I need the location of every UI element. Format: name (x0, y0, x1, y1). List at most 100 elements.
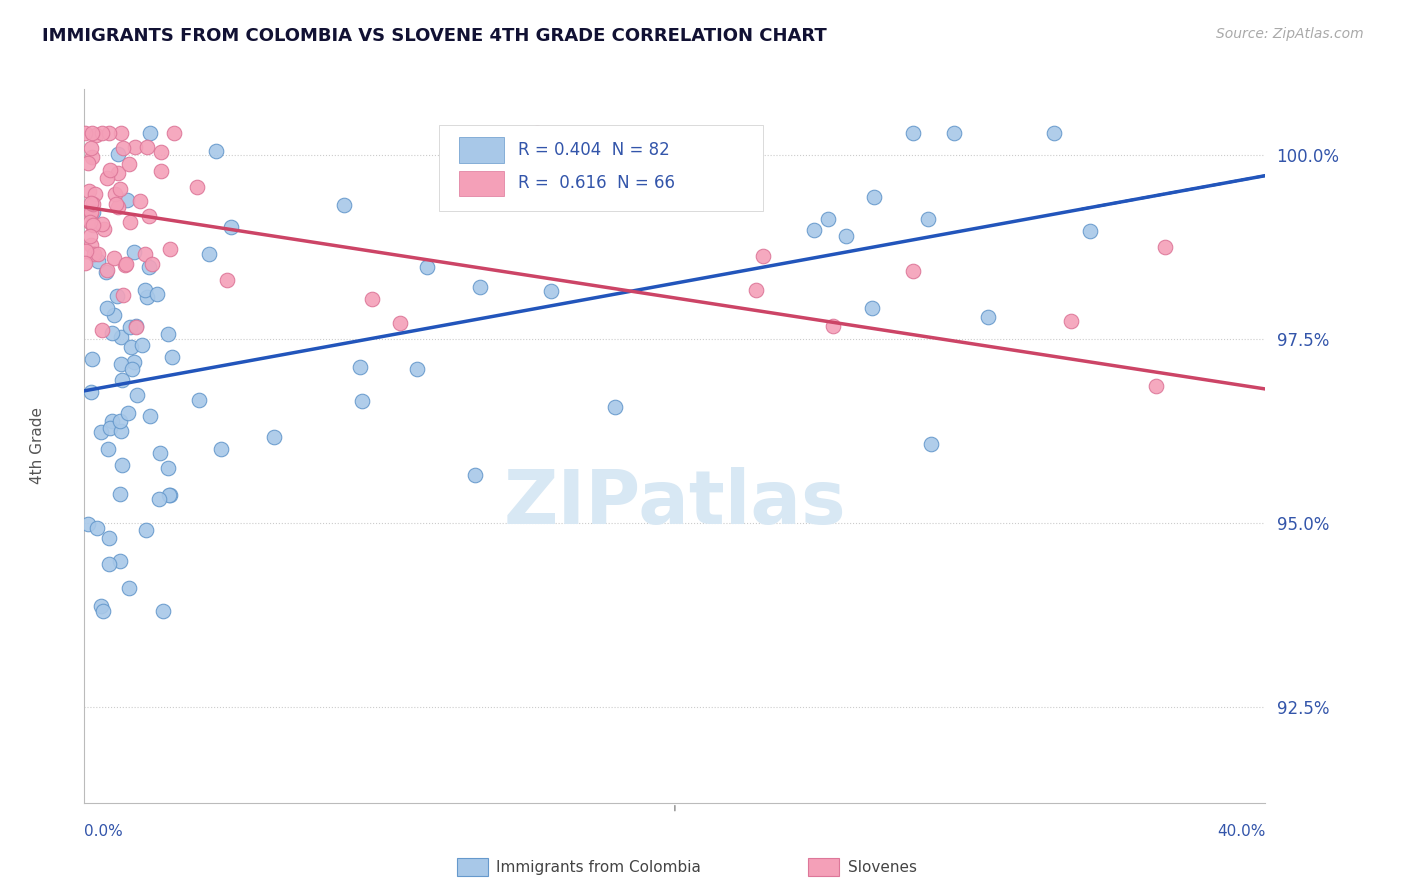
Point (77, 155, 100, 169)
Point (139, 126, 162, 140)
Point (124, 140, 146, 154)
Point (101, 413, 124, 427)
Point (96, 301, 118, 315)
Point (90, 599, 112, 613)
Point (464, 468, 486, 483)
Point (82, 218, 104, 232)
Point (121, 361, 143, 376)
Text: R = 0.404  N = 82: R = 0.404 N = 82 (517, 141, 669, 159)
Point (111, 458, 134, 472)
Point (108, 487, 131, 501)
Point (139, 409, 162, 423)
Point (135, 290, 157, 304)
Point (103, 308, 125, 322)
Text: IMMIGRANTS FROM COLOMBIA VS SLOVENE 4TH GRADE CORRELATION CHART: IMMIGRANTS FROM COLOMBIA VS SLOVENE 4TH … (42, 27, 827, 45)
Point (112, 141, 135, 155)
Point (579, 187, 602, 202)
Point (1080, 224, 1102, 238)
Point (901, 264, 924, 278)
Point (75, 244, 97, 258)
Point (120, 320, 142, 334)
Point (104, 186, 127, 201)
Point (90, 126, 112, 140)
Point (141, 257, 163, 271)
Point (107, 166, 129, 180)
Point (86, 254, 108, 268)
Point (263, 430, 285, 444)
Point (162, 126, 184, 140)
Point (114, 258, 136, 272)
Point (118, 581, 141, 595)
Point (603, 400, 626, 414)
Point (152, 604, 174, 618)
Point (118, 215, 141, 229)
Point (96, 265, 118, 279)
Point (943, 126, 966, 140)
Point (205, 144, 228, 158)
Point (91, 604, 114, 618)
Point (125, 388, 148, 402)
Text: R =  0.616  N = 66: R = 0.616 N = 66 (517, 175, 675, 193)
Point (134, 283, 156, 297)
Point (96, 170, 118, 185)
Point (388, 317, 411, 331)
Point (526, 126, 548, 140)
Point (98, 163, 121, 178)
Point (80, 204, 103, 219)
Point (82, 149, 104, 163)
Point (82, 217, 104, 231)
Point (470, 280, 492, 294)
Point (91, 323, 114, 337)
Point (80, 385, 103, 400)
Point (835, 229, 858, 244)
Point (98, 421, 121, 435)
Point (352, 394, 374, 409)
Bar (458, 170, 503, 196)
Point (149, 164, 172, 178)
Point (977, 310, 1000, 324)
Point (110, 330, 132, 344)
Point (138, 260, 160, 275)
Bar (458, 137, 503, 162)
Point (416, 260, 439, 274)
Point (98, 126, 121, 140)
Point (80, 205, 103, 219)
Point (186, 180, 208, 194)
Point (1043, 126, 1066, 140)
Text: Source: ZipAtlas.com: Source: ZipAtlas.com (1216, 27, 1364, 41)
Point (103, 251, 125, 265)
Point (79, 141, 101, 155)
Point (360, 292, 382, 306)
Point (118, 156, 141, 170)
Point (73, 126, 96, 140)
Point (98, 531, 121, 545)
Point (77, 516, 100, 531)
Point (111, 373, 134, 387)
Point (860, 301, 883, 315)
FancyBboxPatch shape (439, 125, 763, 211)
Text: ZIPatlas: ZIPatlas (503, 467, 846, 540)
Point (96, 263, 118, 277)
Point (157, 326, 180, 341)
Point (82, 351, 104, 366)
Point (112, 288, 135, 302)
Point (219, 219, 242, 234)
Point (110, 554, 132, 568)
Point (803, 223, 825, 237)
Point (129, 194, 152, 208)
Point (540, 285, 562, 299)
Point (135, 523, 157, 537)
Text: 0.0%: 0.0% (84, 824, 124, 839)
Point (197, 247, 219, 261)
Point (138, 209, 160, 223)
Point (117, 406, 139, 420)
Text: 4th Grade: 4th Grade (30, 408, 45, 484)
Point (80, 126, 103, 140)
Point (122, 355, 145, 369)
Point (159, 488, 181, 502)
Point (84, 186, 107, 201)
Point (82, 204, 104, 219)
Point (745, 283, 768, 297)
Point (79, 238, 101, 252)
Point (82, 197, 104, 211)
